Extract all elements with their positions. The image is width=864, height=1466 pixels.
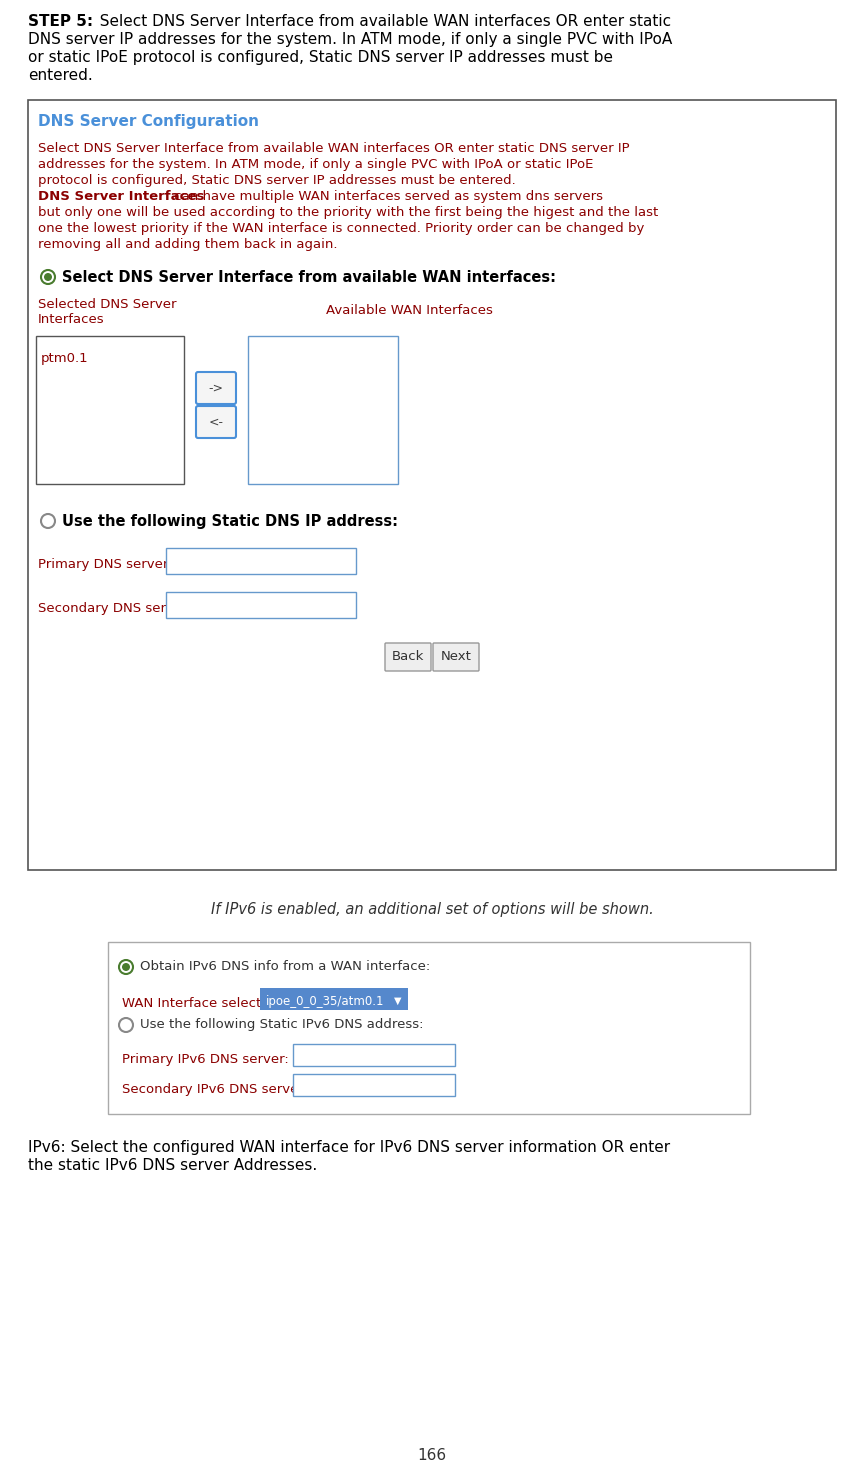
Text: protocol is configured, Static DNS server IP addresses must be entered.: protocol is configured, Static DNS serve… — [38, 174, 516, 188]
Text: or static IPoE protocol is configured, Static DNS server IP addresses must be: or static IPoE protocol is configured, S… — [28, 50, 613, 65]
Circle shape — [41, 270, 55, 284]
Text: WAN Interface selected:: WAN Interface selected: — [122, 997, 283, 1010]
Bar — [28, 100, 836, 869]
Text: but only one will be used according to the priority with the first being the hig: but only one will be used according to t… — [38, 207, 658, 218]
Text: Available WAN Interfaces: Available WAN Interfaces — [326, 303, 492, 317]
Bar — [36, 336, 184, 484]
Bar — [293, 1075, 455, 1097]
Bar — [293, 1044, 455, 1066]
Text: IPv6: Select the configured WAN interface for IPv6 DNS server information OR ent: IPv6: Select the configured WAN interfac… — [28, 1141, 670, 1155]
FancyBboxPatch shape — [385, 644, 431, 671]
Text: ptm0.1: ptm0.1 — [41, 352, 89, 365]
Text: entered.: entered. — [28, 67, 92, 84]
Text: Selected DNS Server
Interfaces: Selected DNS Server Interfaces — [38, 298, 176, 325]
FancyBboxPatch shape — [196, 372, 236, 405]
Text: ipoe_0_0_35/atm0.1: ipoe_0_0_35/atm0.1 — [266, 994, 384, 1007]
Text: STEP 5:: STEP 5: — [28, 15, 93, 29]
Text: Secondary DNS server:: Secondary DNS server: — [38, 603, 192, 616]
Text: removing all and adding them back in again.: removing all and adding them back in aga… — [38, 237, 338, 251]
Text: Select DNS Server Interface from available WAN interfaces OR enter static DNS se: Select DNS Server Interface from availab… — [38, 142, 630, 155]
Text: Next: Next — [441, 651, 472, 664]
Text: addresses for the system. In ATM mode, if only a single PVC with IPoA or static : addresses for the system. In ATM mode, i… — [38, 158, 594, 172]
Circle shape — [119, 1017, 133, 1032]
FancyBboxPatch shape — [433, 644, 479, 671]
Text: If IPv6 is enabled, an additional set of options will be shown.: If IPv6 is enabled, an additional set of… — [211, 902, 653, 918]
Text: DNS server IP addresses for the system. In ATM mode, if only a single PVC with I: DNS server IP addresses for the system. … — [28, 32, 672, 47]
Text: can have multiple WAN interfaces served as system dns servers: can have multiple WAN interfaces served … — [170, 191, 603, 202]
Circle shape — [119, 960, 133, 973]
Text: ->: -> — [208, 381, 224, 394]
Text: Obtain IPv6 DNS info from a WAN interface:: Obtain IPv6 DNS info from a WAN interfac… — [140, 960, 430, 973]
Bar — [166, 592, 356, 619]
Text: Secondary IPv6 DNS server:: Secondary IPv6 DNS server: — [122, 1083, 308, 1097]
Text: Primary DNS server:: Primary DNS server: — [38, 559, 173, 570]
Bar — [248, 336, 398, 484]
Text: Back: Back — [391, 651, 424, 664]
Text: Primary IPv6 DNS server:: Primary IPv6 DNS server: — [122, 1053, 289, 1066]
Text: ▼: ▼ — [394, 995, 402, 1006]
Text: one the lowest priority if the WAN interface is connected. Priority order can be: one the lowest priority if the WAN inter… — [38, 221, 645, 235]
FancyBboxPatch shape — [196, 406, 236, 438]
Text: DNS Server Interfaces: DNS Server Interfaces — [38, 191, 205, 202]
Text: 166: 166 — [417, 1448, 447, 1463]
Text: Select DNS Server Interface from available WAN interfaces OR enter static: Select DNS Server Interface from availab… — [90, 15, 671, 29]
Text: DNS Server Configuration: DNS Server Configuration — [38, 114, 259, 129]
Text: the static IPv6 DNS server Addresses.: the static IPv6 DNS server Addresses. — [28, 1158, 317, 1173]
Text: Select DNS Server Interface from available WAN interfaces:: Select DNS Server Interface from availab… — [62, 270, 556, 284]
Text: Use the following Static DNS IP address:: Use the following Static DNS IP address: — [62, 515, 398, 529]
Bar — [108, 943, 750, 1114]
Text: <-: <- — [208, 415, 224, 428]
Circle shape — [44, 273, 52, 281]
Text: Use the following Static IPv6 DNS address:: Use the following Static IPv6 DNS addres… — [140, 1017, 423, 1031]
Circle shape — [41, 515, 55, 528]
Circle shape — [122, 963, 130, 970]
Bar — [260, 988, 408, 1010]
Bar — [166, 548, 356, 575]
